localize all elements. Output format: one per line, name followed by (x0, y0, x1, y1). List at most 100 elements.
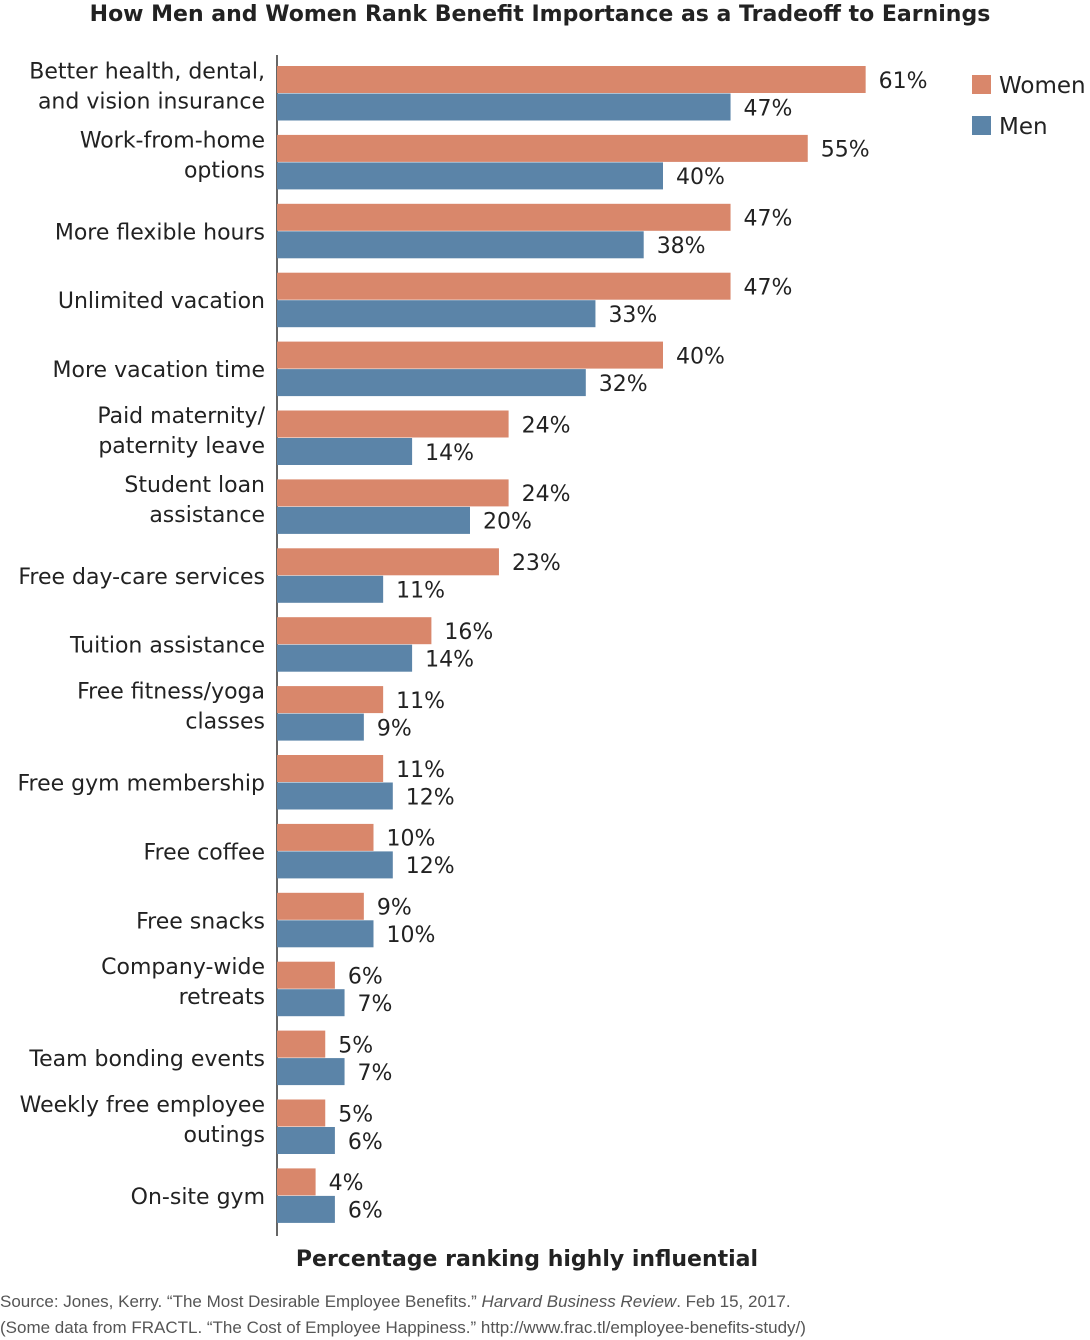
category-label-line: options (184, 158, 265, 183)
category-group: Company-wide retreats 6% 7% (101, 955, 392, 1017)
category-group: Free day-care services 23% 11% (18, 548, 561, 604)
category-label-line: Free day-care services (18, 565, 265, 590)
data-label-men: 6% (348, 1199, 383, 1224)
data-label-women: 16% (444, 620, 493, 645)
category-label: Tuition assistance (69, 634, 265, 659)
data-label-men: 9% (377, 716, 412, 741)
category-label-line: outings (183, 1123, 265, 1148)
category-group: Work-from-home options 55% 40% (80, 128, 870, 190)
data-label-women: 5% (338, 1033, 373, 1058)
bar-men (277, 1058, 345, 1086)
category-label-line: More vacation time (53, 358, 265, 383)
category-group: Unlimited vacation 47% 33% (58, 272, 793, 328)
category-group: Team bonding events 5% 7% (28, 1030, 392, 1086)
legend-swatch-men (972, 116, 991, 135)
category-label-line: Paid maternity/ (97, 404, 265, 429)
category-label-line: Student loan (124, 473, 265, 498)
category-group: Free fitness/yoga classes 11%9% (77, 680, 445, 742)
category-group: More vacation time 40% 32% (53, 341, 725, 397)
data-label-women: 24% (522, 482, 571, 507)
category-label: Team bonding events (28, 1047, 265, 1072)
category-group: On-site gym 4% 6% (131, 1168, 383, 1224)
category-label-line: Free fitness/yoga (77, 680, 265, 705)
bar-women (277, 272, 731, 300)
category-group: Student loan assistance 24% 20% (124, 473, 570, 535)
category-label-line: retreats (179, 985, 265, 1010)
data-label-women: 40% (676, 344, 725, 369)
bar-men (277, 1195, 335, 1223)
category-label-line: assistance (149, 503, 265, 528)
data-label-men: 33% (608, 303, 657, 328)
bar-men (277, 369, 586, 397)
category-label-line: On-site gym (131, 1185, 265, 1210)
category-label-line: Weekly free employee (20, 1093, 265, 1118)
bar-men (277, 438, 413, 465)
bar-women (277, 823, 374, 851)
data-label-men: 6% (348, 1130, 383, 1155)
data-label-women: 47% (744, 275, 793, 300)
x-axis-title: Percentage ranking highly influential (296, 1247, 758, 1272)
data-label-women: 10% (387, 827, 436, 852)
category-label-line: paternity leave (98, 434, 265, 459)
source-journal: Harvard Business Review (481, 1292, 677, 1311)
data-label-women: 24% (522, 413, 571, 438)
legend-label-men: Men (999, 114, 1048, 140)
bar-men (277, 1127, 335, 1154)
bar-women (277, 410, 509, 438)
category-label: Student loan assistance (124, 473, 265, 528)
data-label-men: 14% (425, 647, 474, 672)
bar-men (277, 782, 393, 810)
data-label-men: 11% (396, 579, 445, 604)
data-label-men: 32% (599, 372, 648, 397)
category-label: Free day-care services (18, 565, 265, 590)
data-label-women: 4% (329, 1171, 364, 1196)
category-label: Free coffee (144, 840, 265, 865)
bar-women (277, 548, 499, 576)
bar-women (277, 961, 335, 989)
data-label-men: 10% (387, 923, 436, 948)
bar-men (277, 851, 393, 879)
bar-men (277, 93, 731, 121)
category-label: Unlimited vacation (58, 289, 265, 314)
bar-men (277, 713, 364, 741)
data-label-women: 55% (821, 138, 870, 163)
category-label-line: Better health, dental, (29, 60, 265, 85)
category-label: Paid maternity/paternity leave (97, 404, 265, 459)
category-group: Tuition assistance 16%14% (69, 617, 493, 672)
bar-men (277, 575, 384, 603)
category-label: Free fitness/yoga classes (77, 680, 265, 735)
data-label-men: 14% (425, 441, 474, 466)
data-label-women: 23% (512, 551, 561, 576)
data-label-men: 7% (358, 992, 393, 1017)
bar-women (277, 1168, 316, 1196)
bar-men (277, 231, 644, 259)
bar-women (277, 617, 432, 645)
source-date: . Feb 15, 2017. (676, 1292, 791, 1311)
bar-women (277, 203, 731, 231)
category-group: Better health, dental, and vision insuran… (29, 60, 927, 122)
data-label-men: 38% (657, 234, 706, 259)
category-group: Paid maternity/paternity leave 24% 14% (97, 404, 570, 466)
chart-title: How Men and Women Rank Benefit Importanc… (90, 2, 991, 27)
category-label-line: Company-wide (101, 955, 265, 980)
data-label-men: 40% (676, 165, 725, 190)
category-label: Company-wide retreats (101, 955, 265, 1010)
data-label-women: 61% (879, 69, 928, 94)
data-label-women: 5% (338, 1102, 373, 1127)
category-label: On-site gym (131, 1185, 265, 1210)
bar-chart: How Men and Women Rank Benefit Importanc… (17, 2, 1086, 1272)
data-label-women: 9% (377, 896, 412, 921)
bar-men (277, 300, 596, 328)
bar-men (277, 644, 413, 672)
category-group: More flexible hours 47% 38% (55, 203, 792, 259)
bar-women (277, 134, 808, 162)
source-line-1: Source: Jones, Kerry. “The Most Desirabl… (0, 1292, 791, 1312)
category-label-line: Free snacks (136, 909, 265, 934)
category-label-line: Unlimited vacation (58, 289, 265, 314)
category-label-line: and vision insurance (38, 90, 265, 115)
bar-women (277, 1099, 326, 1127)
source-line-2: (Some data from FRACTL. “The Cost of Emp… (0, 1318, 806, 1337)
bar-women (277, 755, 384, 782)
category-label: Weekly free employee outings (20, 1093, 265, 1148)
legend: Women Men (972, 73, 1086, 140)
